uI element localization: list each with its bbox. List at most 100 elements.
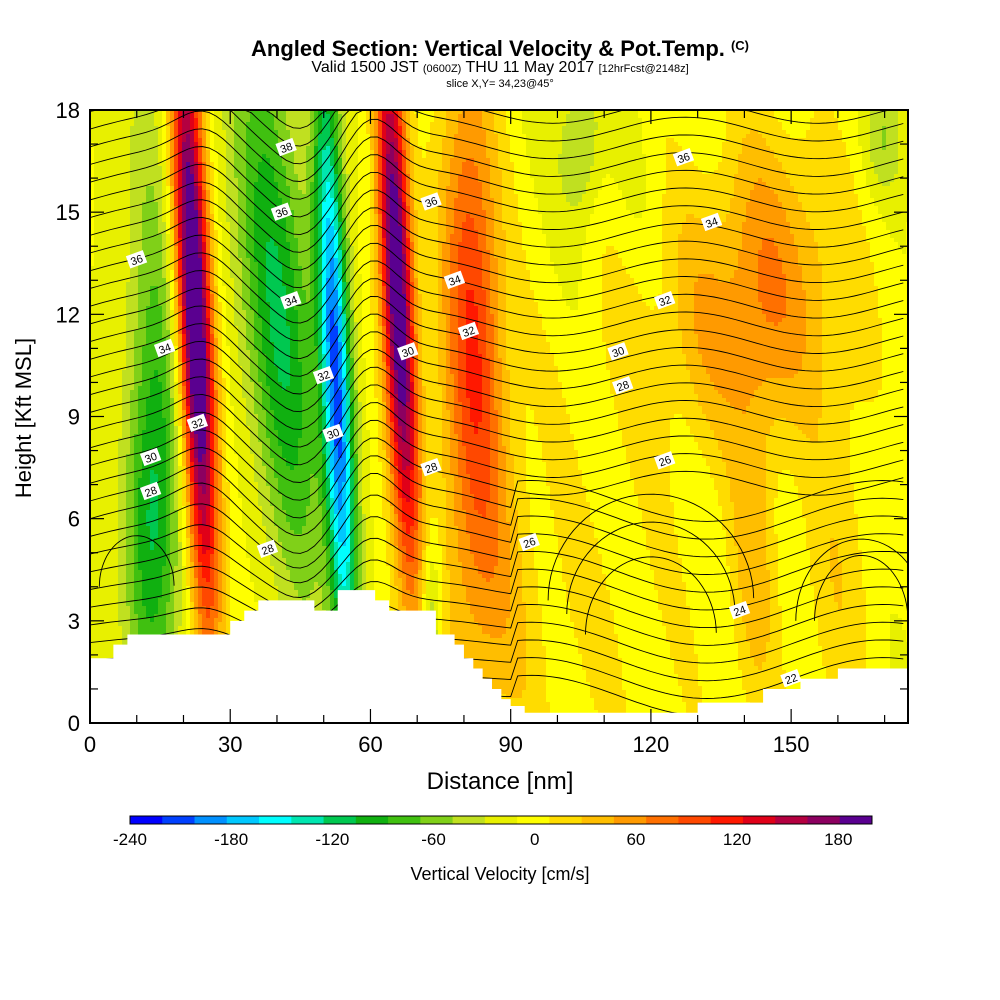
field-cell: [666, 138, 671, 143]
field-cell: [554, 166, 559, 171]
field-cell: [858, 146, 863, 151]
field-cell: [198, 138, 203, 143]
field-cell: [522, 158, 527, 163]
field-cell: [358, 114, 363, 119]
field-cell: [626, 166, 631, 171]
field-cell: [690, 166, 695, 171]
field-cell: [258, 146, 263, 151]
field-cell: [526, 158, 531, 163]
field-cell: [410, 122, 415, 127]
field-cell: [414, 118, 419, 123]
field-cell: [794, 134, 799, 139]
field-cell: [130, 122, 135, 127]
field-cell: [266, 118, 271, 123]
field-cell: [350, 154, 355, 159]
field-cell: [262, 182, 267, 187]
field-cell: [614, 134, 619, 139]
field-cell: [374, 134, 379, 139]
field-cell: [402, 110, 407, 115]
field-cell: [318, 162, 323, 167]
field-cell: [494, 194, 499, 199]
field-cell: [414, 114, 419, 119]
field-cell: [134, 190, 139, 195]
field-cell: [130, 202, 135, 207]
field-cell: [422, 146, 427, 151]
field-cell: [686, 114, 691, 119]
field-cell: [658, 110, 663, 115]
field-cell: [102, 162, 107, 167]
field-cell: [782, 154, 787, 159]
field-cell: [118, 138, 123, 143]
field-cell: [178, 126, 183, 131]
field-cell: [90, 202, 95, 207]
field-cell: [174, 166, 179, 171]
field-cell: [298, 194, 303, 199]
field-cell: [650, 134, 655, 139]
field-cell: [182, 170, 187, 175]
field-cell: [430, 150, 435, 155]
field-cell: [898, 162, 903, 167]
field-cell: [438, 126, 443, 131]
field-cell: [266, 206, 271, 211]
field-cell: [530, 118, 535, 123]
field-cell: [722, 166, 727, 171]
field-cell: [686, 166, 691, 171]
field-cell: [226, 174, 231, 179]
field-cell: [714, 146, 719, 151]
field-cell: [722, 174, 727, 179]
field-cell: [330, 122, 335, 127]
field-cell: [722, 154, 727, 159]
field-cell: [342, 178, 347, 183]
field-cell: [574, 130, 579, 135]
field-cell: [830, 166, 835, 171]
field-cell: [734, 126, 739, 131]
field-cell: [554, 158, 559, 163]
field-cell: [474, 122, 479, 127]
field-cell: [394, 110, 399, 115]
field-cell: [190, 190, 195, 195]
field-cell: [146, 162, 151, 167]
field-cell: [334, 206, 339, 211]
field-cell: [166, 178, 171, 183]
field-cell: [102, 150, 107, 155]
field-cell: [114, 122, 119, 127]
field-cell: [406, 154, 411, 159]
field-cell: [302, 146, 307, 151]
field-cell: [442, 158, 447, 163]
field-cell: [382, 206, 387, 211]
field-cell: [370, 130, 375, 135]
field-cell: [542, 194, 547, 199]
field-cell: [330, 154, 335, 159]
field-cell: [454, 142, 459, 147]
field-cell: [262, 170, 267, 175]
field-cell: [526, 174, 531, 179]
field-cell: [710, 166, 715, 171]
field-cell: [434, 110, 439, 115]
field-cell: [534, 202, 539, 207]
field-cell: [338, 170, 343, 175]
field-cell: [758, 118, 763, 123]
field-cell: [642, 118, 647, 123]
field-cell: [746, 146, 751, 151]
field-cell: [874, 170, 879, 175]
field-cell: [270, 150, 275, 155]
field-cell: [250, 202, 255, 207]
field-cell: [166, 118, 171, 123]
field-cell: [766, 170, 771, 175]
field-cell: [98, 154, 103, 159]
field-cell: [182, 134, 187, 139]
field-cell: [202, 150, 207, 155]
field-cell: [706, 130, 711, 135]
field-cell: [654, 170, 659, 175]
field-cell: [694, 202, 699, 207]
field-cell: [634, 110, 639, 115]
field-cell: [334, 202, 339, 207]
field-cell: [202, 110, 207, 115]
field-cell: [754, 122, 759, 127]
field-cell: [818, 142, 823, 147]
field-cell: [238, 134, 243, 139]
field-cell: [402, 146, 407, 151]
field-cell: [186, 194, 191, 199]
field-cell: [106, 130, 111, 135]
field-cell: [394, 114, 399, 119]
